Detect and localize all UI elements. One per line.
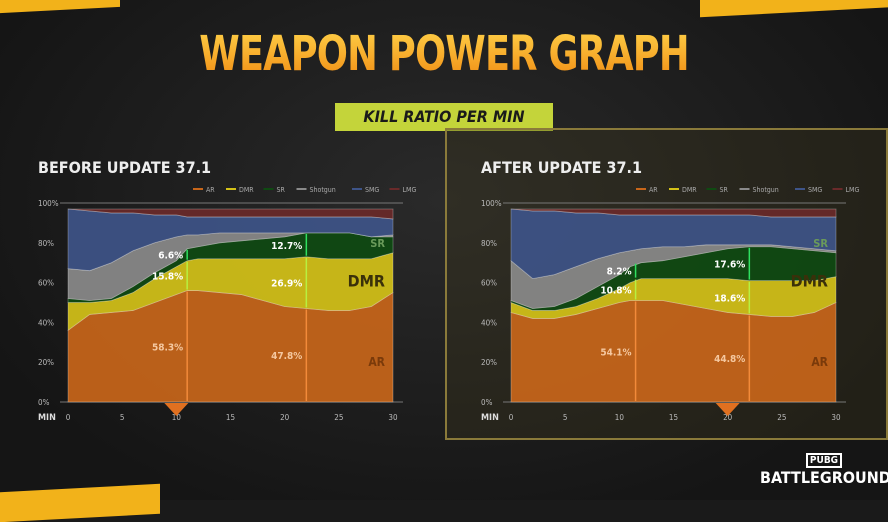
area-shotgun: [510, 244, 837, 309]
legend-label: SR: [720, 186, 729, 194]
area-dmr: [510, 276, 837, 319]
x-tick-label: 15: [226, 413, 235, 422]
y-tick-label: 60%: [38, 279, 54, 288]
x-tick-label: 10: [172, 413, 182, 422]
annotation-label: 12.7%: [271, 241, 302, 252]
y-tick-label: 100%: [481, 199, 502, 208]
y-tick-label: 40%: [38, 318, 54, 327]
y-tick-label: 20%: [481, 358, 497, 367]
annotation-label: 17.6%: [714, 260, 745, 271]
legend-label: AR: [649, 186, 658, 194]
x-tick-label: 5: [120, 413, 125, 422]
x-axis-label: MIN: [38, 413, 56, 423]
annotation-label: 26.9%: [271, 279, 302, 290]
chart-1: 0% 20% 40% 60% 80% 100% MIN 0 5 10 15 20 25 30 AR DMR SR…: [481, 186, 859, 423]
subtitle-badge: KILL RATIO PER MIN: [335, 103, 553, 131]
chart-0: 0% 20% 40% 60% 80% 100% MIN 0 5 10 15 20 25 30 AR DMR SR…: [38, 186, 416, 423]
x-tick-label: 20: [280, 413, 290, 422]
area-lmg: [510, 208, 837, 218]
legend-label: DMR: [682, 186, 697, 194]
legend-label: DMR: [239, 186, 254, 194]
x-tick-label: 30: [831, 413, 841, 422]
x-tick-label: 25: [777, 413, 786, 422]
area-sr: [67, 232, 394, 303]
x-axis-label: MIN: [481, 413, 499, 423]
marker-triangle: [715, 403, 740, 416]
annotation-label: 10.8%: [600, 286, 631, 297]
area-shotgun: [67, 232, 394, 301]
annotation-label: 54.1%: [600, 347, 631, 358]
legend-label: SR: [277, 186, 286, 194]
legend-label: AR: [206, 186, 215, 194]
area-sr: [510, 246, 837, 311]
annotation-label: 18.6%: [714, 294, 745, 305]
y-tick-label: 100%: [38, 199, 59, 208]
annotation-label: 47.8%: [271, 351, 302, 362]
legend-label: SMG: [365, 186, 379, 194]
y-tick-label: 60%: [481, 279, 497, 288]
area-label-sr: SR: [370, 237, 385, 250]
area-label-dmr: DMR: [791, 272, 828, 291]
area-lmg: [67, 208, 394, 220]
annotation-label: 6.6%: [158, 251, 183, 262]
y-tick-label: 0%: [38, 398, 50, 407]
area-label-ar: AR: [811, 355, 828, 369]
after-chart-title: AFTER UPDATE 37.1: [481, 158, 642, 177]
y-tick-label: 20%: [38, 358, 54, 367]
legend-label: Shotgun: [753, 186, 779, 194]
annotation-label: 58.3%: [152, 342, 183, 353]
legend-label: SMG: [808, 186, 822, 194]
y-tick-label: 40%: [481, 318, 497, 327]
x-tick-label: 25: [334, 413, 343, 422]
x-tick-label: 15: [669, 413, 678, 422]
marker-triangle: [164, 403, 189, 416]
area-ar: [510, 300, 837, 403]
x-tick-label: 0: [509, 413, 514, 422]
page-title: WEAPON POWER GRAPH: [67, 26, 822, 82]
y-tick-label: 0%: [481, 398, 493, 407]
area-dmr: [67, 252, 394, 332]
x-tick-label: 30: [388, 413, 398, 422]
annotation-label: 15.8%: [152, 272, 183, 283]
area-label-dmr: DMR: [348, 272, 385, 291]
legend-label: LMG: [403, 186, 417, 194]
x-tick-label: 0: [66, 413, 71, 422]
area-ar: [67, 290, 394, 403]
annotation-label: 8.2%: [607, 267, 632, 278]
y-tick-label: 80%: [481, 239, 497, 248]
pubg-logo: PUBG BATTLEGROUNDS: [760, 453, 888, 487]
x-tick-label: 10: [615, 413, 625, 422]
x-tick-label: 5: [563, 413, 568, 422]
legend-label: Shotgun: [310, 186, 336, 194]
area-label-ar: AR: [368, 355, 385, 369]
legend-label: LMG: [846, 186, 860, 194]
area-label-sr: SR: [813, 237, 828, 250]
x-tick-label: 20: [723, 413, 733, 422]
annotation-label: 44.8%: [714, 354, 745, 365]
before-chart-title: BEFORE UPDATE 37.1: [38, 158, 212, 177]
y-tick-label: 80%: [38, 239, 54, 248]
